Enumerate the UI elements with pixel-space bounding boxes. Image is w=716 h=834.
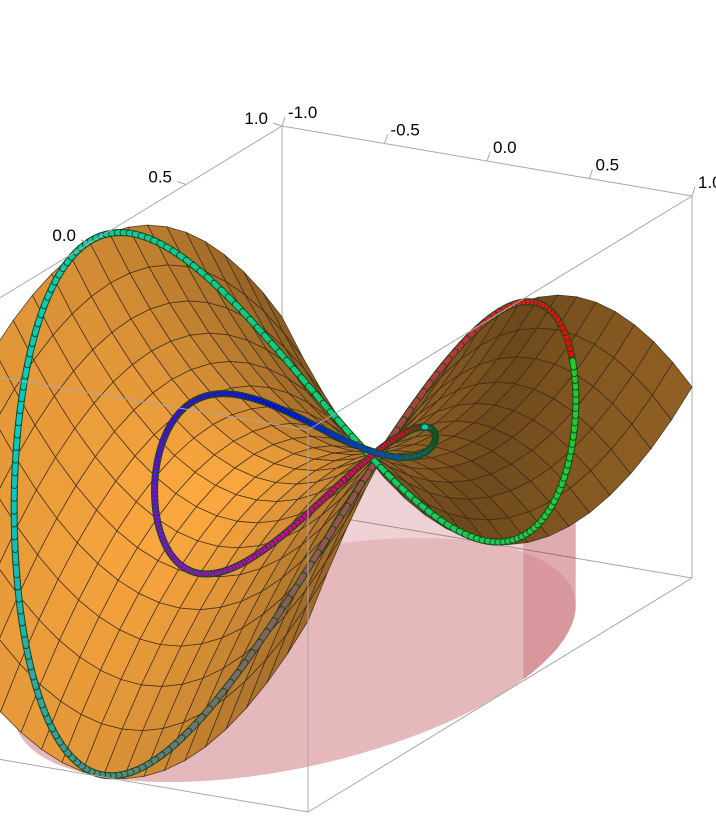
y-tick-label: 1.0	[244, 109, 268, 128]
y-tick-mark	[176, 181, 187, 185]
y-tick-label: 0.0	[52, 226, 76, 245]
box-edge	[307, 577, 693, 813]
x-tick-mark	[691, 186, 696, 197]
shadow-wall	[410, 498, 428, 538]
x-tick-label: 1.0	[698, 173, 716, 192]
axis-ticks: -1.0-0.50.00.51.01.00.50.0-0.5-1.01.00.5…	[52, 103, 716, 245]
y-tick-mark	[272, 122, 283, 127]
x-tick-mark	[281, 116, 286, 127]
shadow-wall	[376, 464, 394, 540]
x-tick-mark	[589, 169, 593, 179]
box-edge	[0, 758, 309, 813]
x-tick-mark	[384, 134, 388, 144]
box-edge	[307, 195, 693, 431]
y-tick-mark	[80, 239, 91, 244]
x-tick-mark	[486, 151, 491, 162]
x-tick-label: 0.0	[493, 138, 517, 157]
x-tick-label: -0.5	[391, 121, 420, 140]
x-tick-label: -1.0	[288, 103, 317, 122]
box-edge	[0, 376, 309, 431]
x-tick-label: 0.5	[596, 156, 620, 175]
curve-segment	[570, 358, 577, 370]
y-tick-label: 0.5	[148, 168, 172, 187]
